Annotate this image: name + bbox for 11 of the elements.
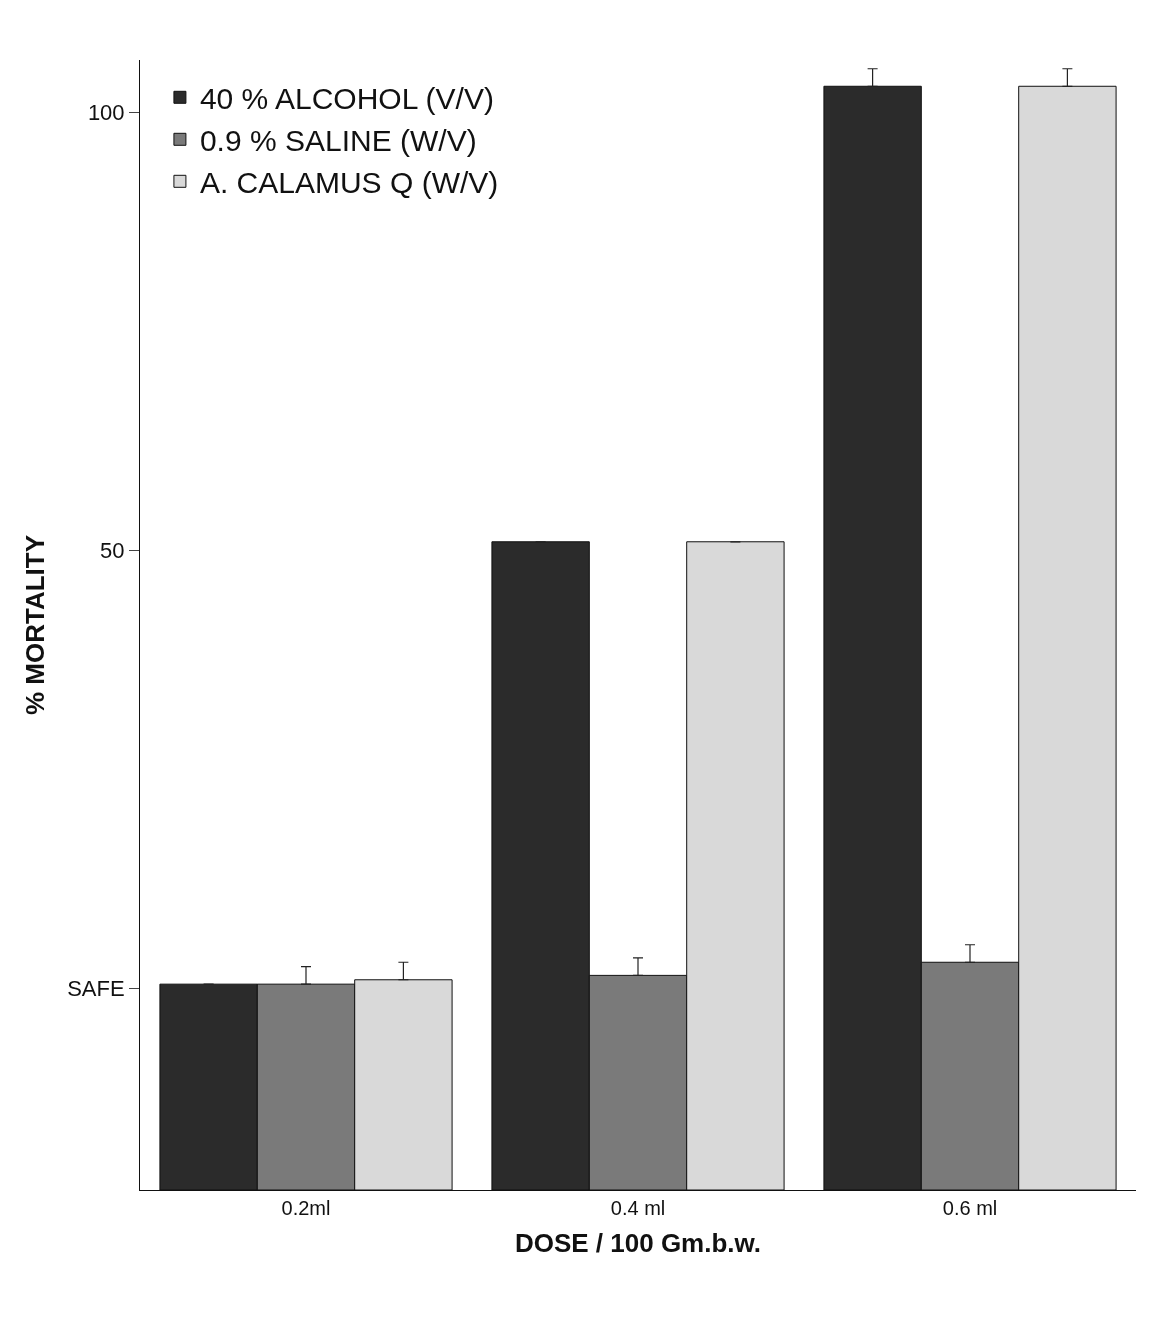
x-tick-label: 0.2ml xyxy=(281,1197,331,1219)
legend-label: A. CALAMUS Q (W/V) xyxy=(199,166,499,199)
y-tick-label: 100 xyxy=(87,100,125,126)
legend-label: 40 % ALCOHOL (V/V) xyxy=(199,82,494,115)
x-axis-title: DOSE / 100 Gm.b.w. xyxy=(514,1227,762,1258)
x-tick-label: 0.4 ml xyxy=(610,1197,666,1219)
y-tick-label: SAFE xyxy=(67,976,125,1002)
x-tick-label: 0.6 ml xyxy=(942,1197,998,1219)
legend-label: 0.9 % SALINE (W/V) xyxy=(199,124,477,157)
y-axis-title: % MORTALITY xyxy=(19,534,50,716)
y-tick-label: 50 xyxy=(100,538,125,564)
